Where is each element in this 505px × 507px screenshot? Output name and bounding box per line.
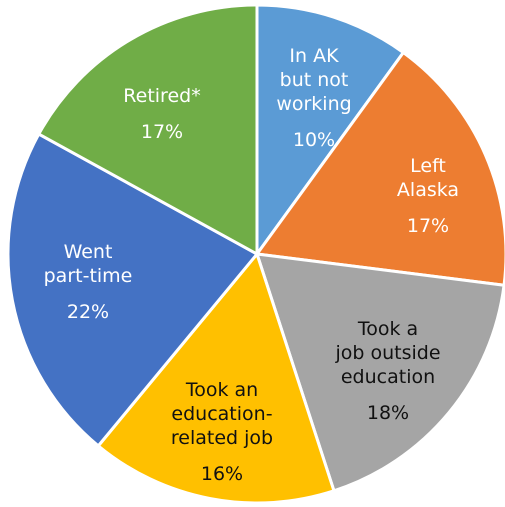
slice-value-label: 17% <box>141 121 183 143</box>
slice-label-line: but not <box>280 69 349 91</box>
slice-value-label: 10% <box>293 129 335 151</box>
slice-label-line: In AK <box>289 45 339 67</box>
slice-label-6: Retired* 17% <box>123 85 200 143</box>
pie-slice-4 <box>96 252 336 505</box>
slice-label-line: Left <box>410 155 446 177</box>
slice-label-4: Took an education-related job 16% <box>171 379 273 485</box>
slice-label-line: Took an <box>185 379 258 401</box>
slice-label-line: education <box>341 366 435 388</box>
slice-value-label: 16% <box>201 463 243 485</box>
slice-label-line: Took a <box>357 318 418 340</box>
slice-label-line: job outside <box>334 342 440 364</box>
pie-labels: In AK but not working 10% Left Alaska 17% Took … <box>44 45 459 485</box>
slice-label-line: related job <box>171 427 273 449</box>
pie-slice-6 <box>37 3 259 256</box>
pie-slices <box>6 3 505 505</box>
slice-value-label: 18% <box>367 402 409 424</box>
slice-label-line: part-time <box>44 265 133 287</box>
pie-slice-2 <box>255 51 505 287</box>
slice-label-3: Took a job outside education 18% <box>334 318 440 424</box>
pie-slice-1 <box>255 3 405 256</box>
slice-value-label: 22% <box>67 301 109 323</box>
slice-label-line: Retired* <box>123 85 200 107</box>
slice-label-line: Alaska <box>397 179 459 201</box>
slice-label-line: education- <box>171 403 272 425</box>
slice-label-line: Went <box>64 241 113 263</box>
pie-slice-3 <box>255 252 505 493</box>
slice-label-2: Left Alaska 17% <box>397 155 459 237</box>
slice-label-1: In AK but not working 10% <box>276 45 351 151</box>
slice-value-label: 17% <box>407 215 449 237</box>
slice-label-5: Went part-time 22% <box>44 241 133 323</box>
slice-label-line: working <box>276 93 351 115</box>
pie-slice-5 <box>6 132 259 448</box>
